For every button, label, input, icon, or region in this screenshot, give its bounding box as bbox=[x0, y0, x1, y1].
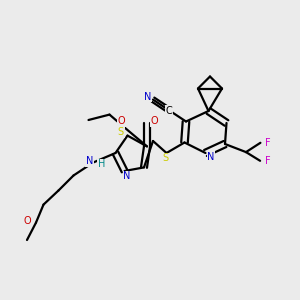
Text: S: S bbox=[163, 153, 169, 164]
Text: N: N bbox=[144, 92, 151, 102]
Text: O: O bbox=[23, 216, 31, 226]
Text: F: F bbox=[265, 156, 270, 166]
Text: O: O bbox=[118, 116, 125, 127]
Text: O: O bbox=[151, 116, 158, 127]
Text: C: C bbox=[166, 106, 172, 116]
Text: S: S bbox=[118, 127, 124, 137]
Text: N: N bbox=[123, 171, 130, 182]
Text: H: H bbox=[98, 159, 105, 169]
Text: N: N bbox=[207, 152, 214, 162]
Text: N: N bbox=[86, 156, 93, 166]
Text: F: F bbox=[265, 138, 271, 148]
